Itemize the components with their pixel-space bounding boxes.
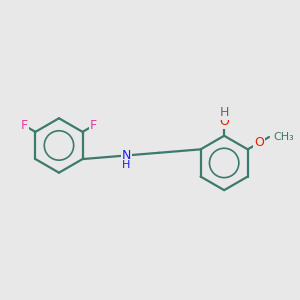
Text: H: H (220, 106, 229, 119)
Text: F: F (21, 119, 28, 132)
Text: N: N (122, 149, 131, 162)
Text: H: H (122, 160, 130, 170)
Text: F: F (90, 119, 97, 132)
Text: CH₃: CH₃ (273, 132, 294, 142)
Text: O: O (219, 115, 229, 128)
Text: O: O (254, 136, 264, 149)
